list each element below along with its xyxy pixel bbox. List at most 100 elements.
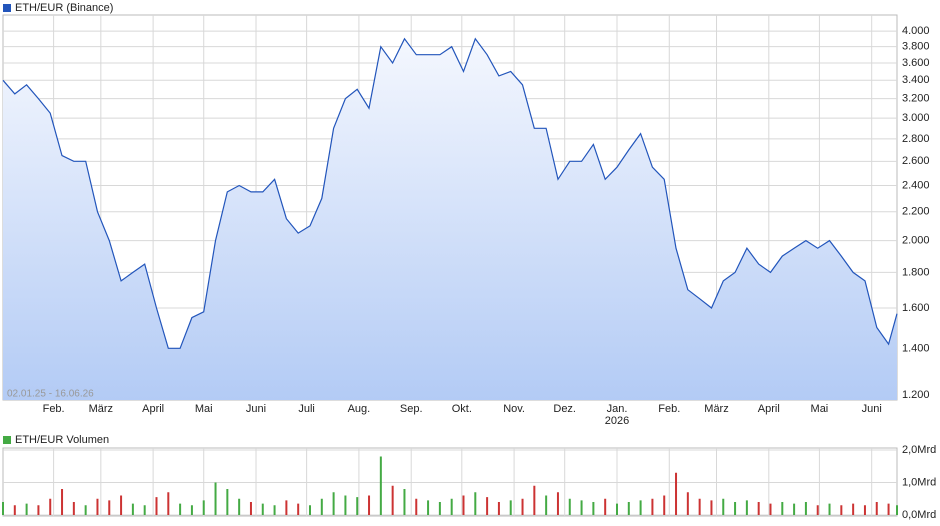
volume-bar	[214, 482, 217, 515]
volume-bar	[497, 502, 500, 515]
x-tick-label: Okt.	[452, 403, 472, 415]
chart-title: ETH/EUR (Binance)	[15, 2, 113, 14]
volume-bar	[108, 500, 111, 515]
y-tick-label: 2.000	[902, 234, 930, 246]
y-tick-label: 1.800	[902, 266, 930, 278]
volume-bar	[438, 502, 441, 515]
volume-bar	[25, 503, 28, 515]
y-tick-label: 1.600	[902, 302, 930, 314]
volume-bar	[462, 495, 465, 515]
y-tick-label: 2,0Mrd	[902, 444, 936, 456]
volume-bar	[896, 505, 898, 515]
volume-bar	[379, 456, 382, 515]
volume-bar	[509, 500, 512, 515]
volume-bar	[887, 503, 890, 515]
x-tick-label: März	[89, 403, 113, 415]
volume-bar	[852, 503, 855, 515]
x-tick-label: April	[142, 403, 164, 415]
volume-bar	[143, 505, 146, 515]
x-tick-label: Dez.	[553, 403, 576, 415]
legend-swatch	[3, 436, 11, 444]
y-tick-label: 3.400	[902, 74, 930, 86]
volume-bar	[745, 500, 748, 515]
volume-bar	[49, 498, 52, 515]
x-tick-label: Feb.	[658, 403, 680, 415]
volume-bar	[592, 502, 595, 515]
volume-bar	[61, 489, 64, 515]
x-tick-label: Mai	[195, 403, 213, 415]
volume-bar	[368, 495, 371, 515]
x-tick-label: Feb.	[43, 403, 65, 415]
y-tick-label: 1,0Mrd	[902, 476, 936, 488]
volume-bar	[474, 492, 477, 515]
volume-bar	[120, 495, 123, 515]
volume-bar	[72, 502, 75, 515]
x-tick-label: Juni	[862, 403, 882, 415]
volume-bar	[863, 505, 866, 515]
volume-bar	[84, 505, 87, 515]
volume-bar	[37, 505, 40, 515]
volume-bar	[427, 500, 430, 515]
volume-bar	[545, 495, 548, 515]
volume-bar	[804, 502, 807, 515]
volume-bar	[793, 503, 796, 515]
volume-bar	[403, 489, 406, 515]
volume-bar	[13, 505, 16, 515]
y-tick-label: 2.200	[902, 206, 930, 218]
y-tick-label: 1.200	[902, 389, 930, 401]
y-tick-label: 4.000	[902, 25, 930, 37]
y-tick-label: 0,0Mrd	[902, 509, 936, 521]
volume-title: ETH/EUR Volumen	[15, 434, 109, 446]
volume-bar	[415, 498, 418, 515]
volume-bar	[167, 492, 170, 515]
y-tick-label: 2.600	[902, 155, 930, 167]
price-area	[3, 38, 897, 401]
volume-bar	[875, 502, 878, 515]
volume-bar	[285, 500, 288, 515]
volume-bar	[663, 495, 666, 515]
volume-bar	[580, 500, 583, 515]
volume-bar	[155, 497, 158, 515]
volume-bar	[261, 503, 264, 515]
volume-bar	[486, 497, 489, 515]
price-line	[2, 37, 898, 349]
volume-bar	[781, 502, 784, 515]
volume-bar	[179, 503, 182, 515]
x-tick-label: Juli	[298, 403, 315, 415]
volume-bar	[675, 472, 678, 515]
volume-bar	[604, 498, 607, 515]
volume-bar	[249, 502, 252, 515]
volume-bar	[297, 503, 300, 515]
volume-bar	[202, 500, 205, 515]
volume-bar	[332, 492, 335, 515]
volume-bar	[651, 498, 654, 515]
volume-bar	[320, 498, 323, 515]
volume-bar	[840, 505, 843, 515]
x-tick-label: Juni	[246, 403, 266, 415]
volume-bar	[722, 498, 725, 515]
y-tick-label: 2.800	[902, 133, 930, 145]
volume-bar	[521, 498, 524, 515]
volume-bar	[356, 497, 359, 515]
volume-bar	[615, 503, 618, 515]
volume-bar	[273, 505, 276, 515]
volume-bar	[96, 498, 99, 515]
volume-bar	[391, 485, 394, 515]
volume-bar	[710, 500, 713, 515]
volume-bar	[639, 500, 642, 515]
volume-bar	[568, 498, 571, 515]
range-label: 02.01.25 - 16.06.26	[7, 389, 94, 400]
volume-bar	[226, 489, 229, 515]
volume-bar	[238, 498, 241, 515]
x-tick-label: April	[758, 403, 780, 415]
volume-bar	[828, 503, 831, 515]
volume-bar	[734, 502, 737, 515]
x-tick-label: März	[704, 403, 728, 415]
y-tick-label: 3.800	[902, 41, 930, 53]
volume-bar	[190, 505, 193, 515]
volume-bar	[131, 503, 134, 515]
legend-swatch	[3, 4, 11, 12]
volume-bar	[2, 502, 4, 515]
